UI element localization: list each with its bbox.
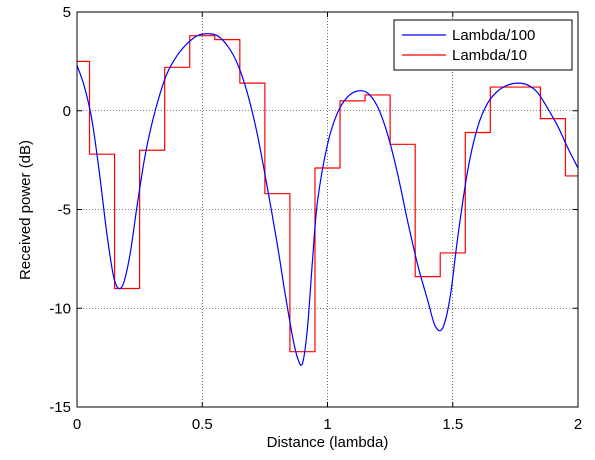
y-tick-label: -15	[49, 399, 71, 416]
legend-box	[393, 19, 573, 71]
y-tick-label: 0	[63, 103, 71, 120]
x-axis-label: Distance (lambda)	[267, 434, 389, 451]
x-tick-label: 0.5	[192, 416, 213, 433]
x-tick-label: 1	[323, 416, 331, 433]
axis-ticks	[76, 11, 579, 408]
x-tick-label: 1.5	[442, 416, 463, 433]
grid-lines	[77, 12, 578, 407]
y-axis-label: Received power (dB)	[17, 140, 34, 280]
legend-label: Lambda/10	[452, 47, 527, 64]
legend: Lambda/100 Lambda/10	[393, 19, 573, 71]
series-line-lambda-100	[77, 33, 578, 366]
y-tick-label: -10	[49, 300, 71, 317]
x-tick-labels: 0 0.5 1 1.5 2	[73, 416, 582, 433]
y-tick-label: -5	[58, 202, 71, 219]
legend-label: Lambda/100	[452, 27, 535, 44]
x-tick-label: 2	[574, 416, 582, 433]
series-line-lambda-10	[77, 35, 578, 353]
y-tick-label: 5	[63, 4, 71, 21]
series-layer	[77, 33, 578, 366]
x-tick-label: 0	[73, 416, 81, 433]
y-tick-labels: -15 -10 -5 0 5	[49, 4, 71, 416]
